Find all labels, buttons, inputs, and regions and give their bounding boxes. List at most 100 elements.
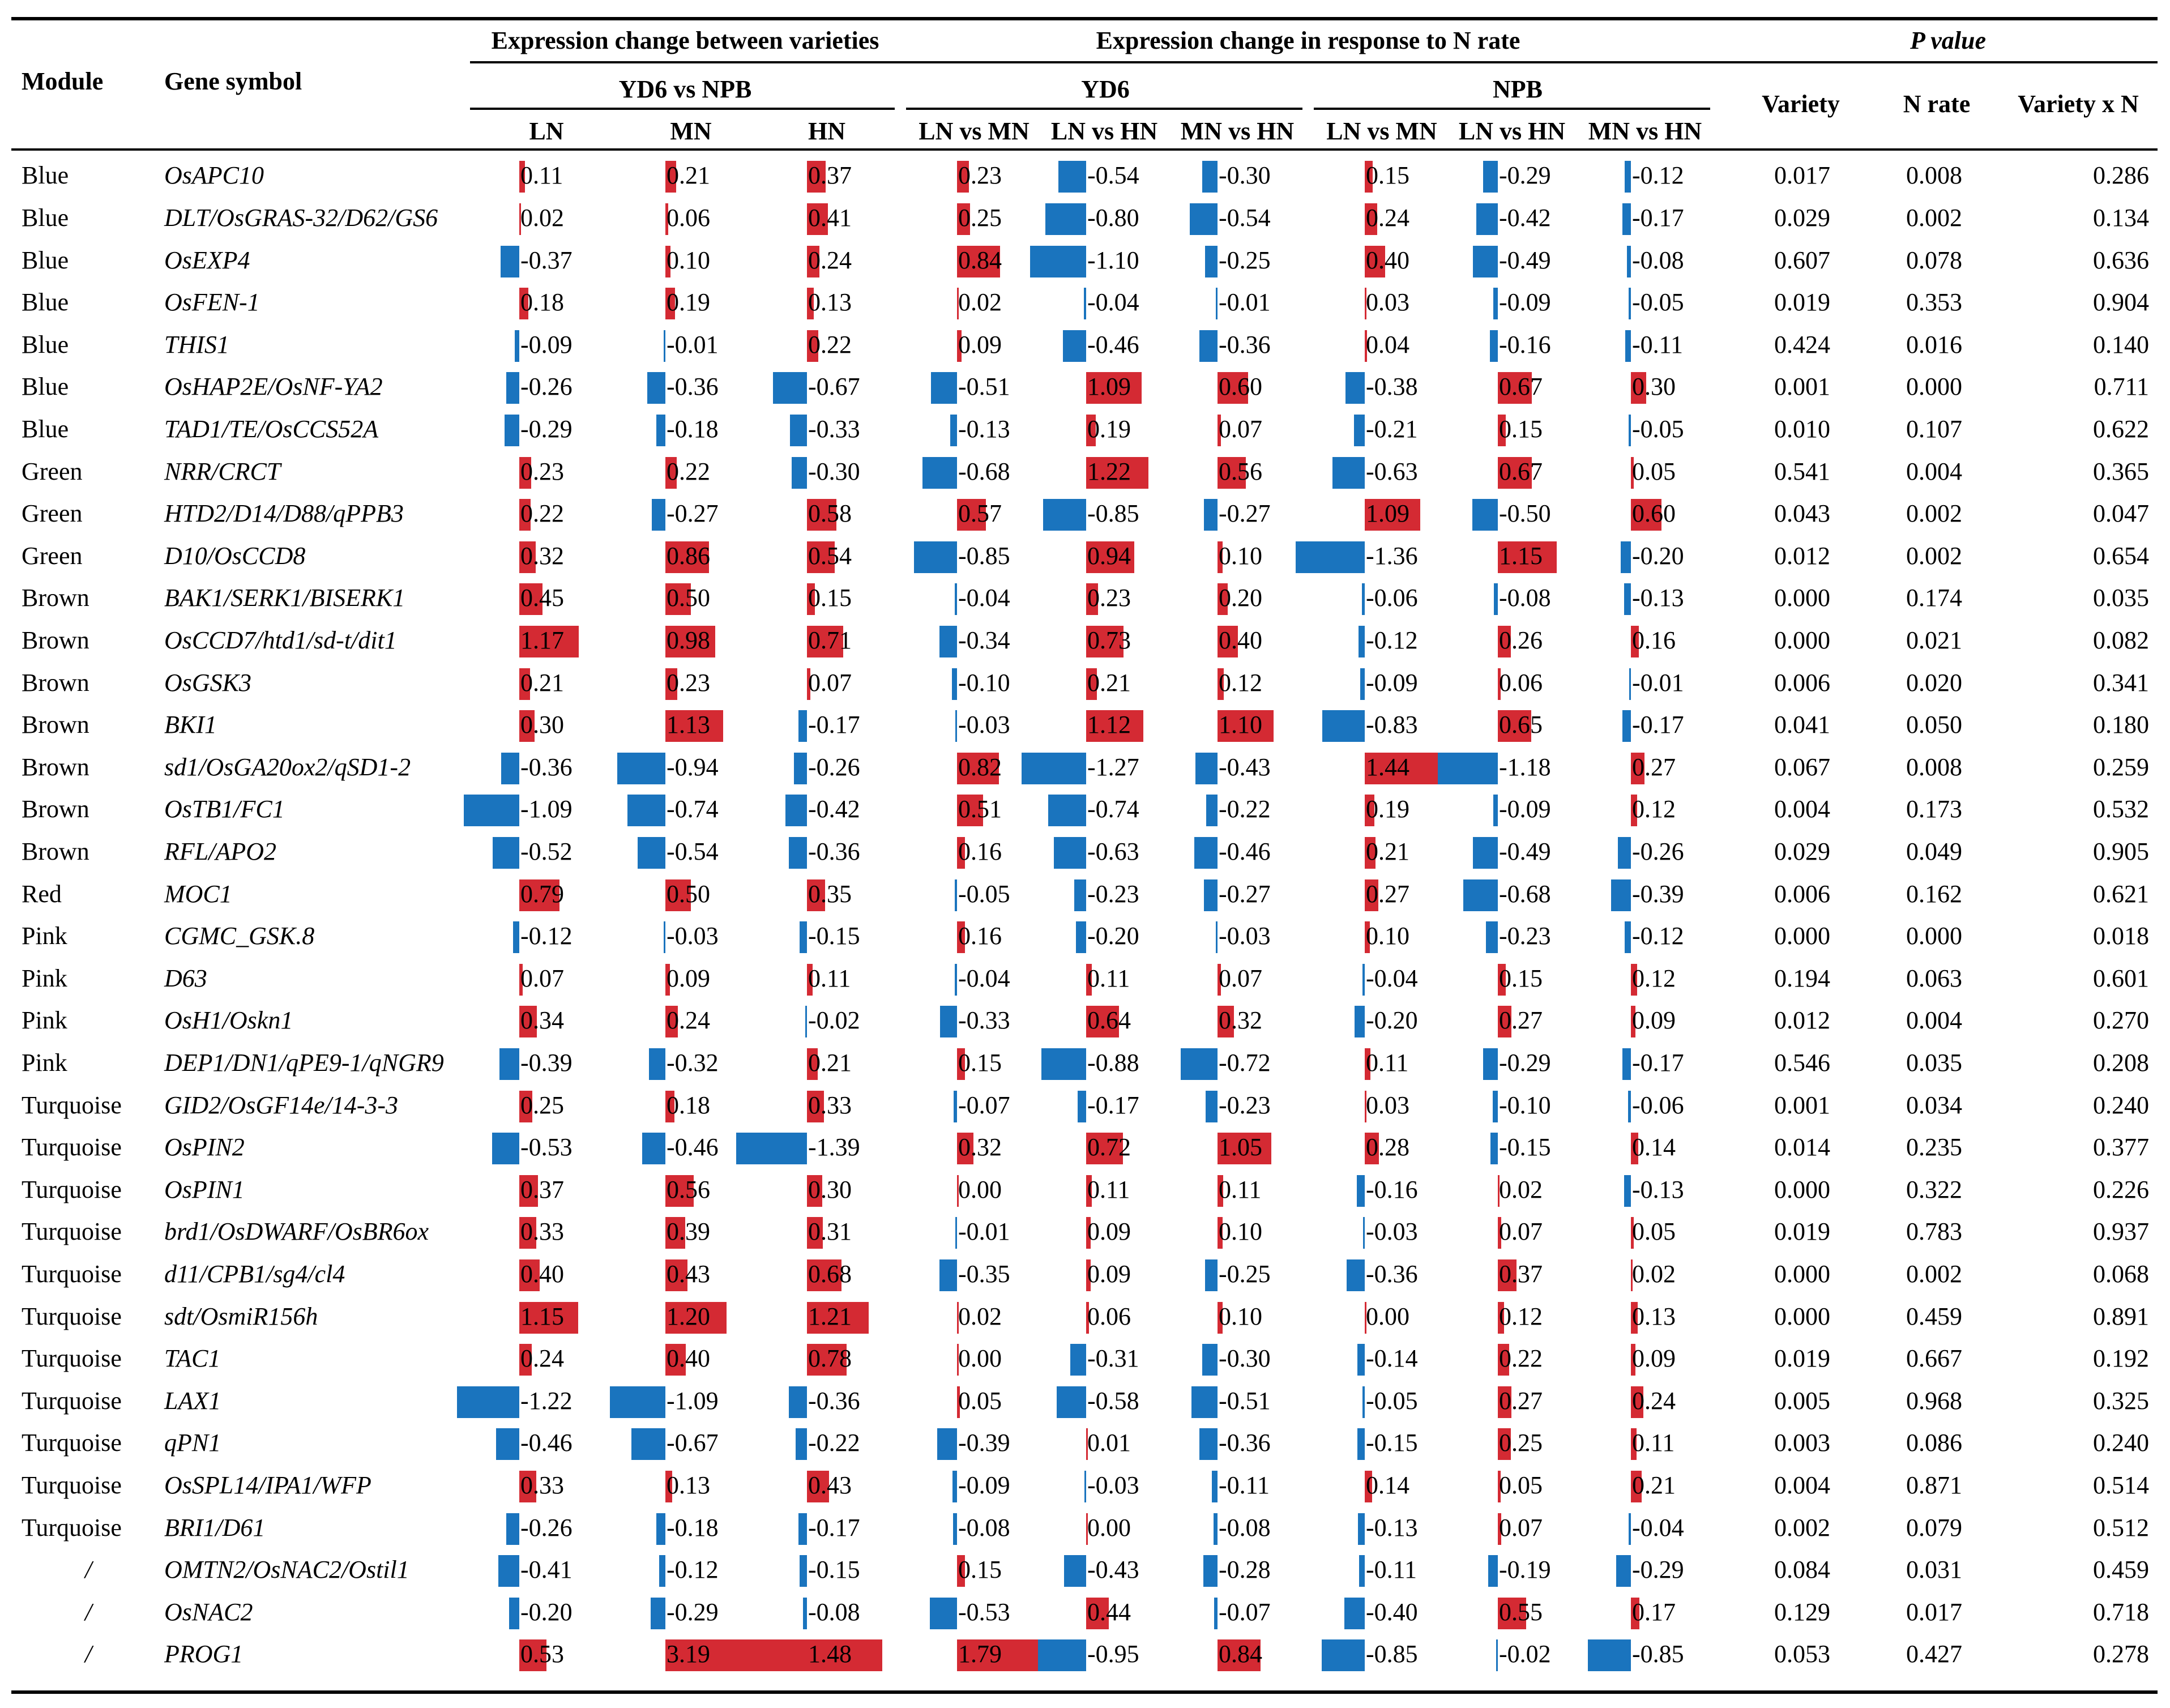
bar-yd6-mn-vs-hn xyxy=(1206,795,1218,827)
value-npb-mn-vs-hn: -0.05 xyxy=(1632,415,1684,443)
value-mn: 0.43 xyxy=(667,1259,710,1288)
p-value-variety-x-n: 0.341 xyxy=(2093,668,2149,697)
value-mn: 0.56 xyxy=(667,1175,710,1203)
bar-yd6-mn-vs-hn xyxy=(1218,1639,1261,1672)
value-ln: -1.22 xyxy=(520,1386,573,1415)
header-gene-symbol: Gene symbol xyxy=(164,67,302,95)
bar-ln xyxy=(457,1386,519,1418)
value-hn: 0.13 xyxy=(808,288,852,317)
gene-symbol-cell: OsPIN2 xyxy=(164,1133,245,1162)
p-value-nrate: 0.002 xyxy=(1906,1259,1962,1288)
value-yd6-mn-vs-hn: -0.36 xyxy=(1219,1429,1271,1457)
value-npb-ln-vs-mn: 1.44 xyxy=(1366,753,1409,781)
module-cell: Blue xyxy=(22,373,69,401)
value-yd6-ln-vs-mn: 0.02 xyxy=(958,1302,1002,1330)
header-module: Module xyxy=(22,67,104,95)
bar-mn xyxy=(656,1513,665,1545)
value-hn: -0.17 xyxy=(808,711,860,739)
value-npb-ln-vs-mn: 1.09 xyxy=(1366,499,1409,528)
value-yd6-mn-vs-hn: 0.84 xyxy=(1219,1640,1262,1668)
value-yd6-ln-vs-mn: -0.03 xyxy=(958,711,1010,739)
value-yd6-ln-vs-hn: -0.20 xyxy=(1087,922,1139,950)
value-npb-ln-vs-hn: 0.27 xyxy=(1499,1006,1543,1035)
value-npb-mn-vs-hn: -0.06 xyxy=(1632,1091,1684,1119)
bar-npb-ln-vs-hn xyxy=(1490,1133,1498,1165)
value-npb-ln-vs-hn: 0.55 xyxy=(1499,1598,1543,1626)
p-value-nrate: 0.020 xyxy=(1906,668,1962,697)
bar-yd6-ln-vs-mn xyxy=(957,921,966,954)
bar-mn xyxy=(665,879,691,911)
bar-yd6-ln-vs-mn xyxy=(931,372,957,404)
value-npb-ln-vs-mn: -0.11 xyxy=(1366,1556,1417,1584)
value-npb-mn-vs-hn: 0.30 xyxy=(1632,373,1676,401)
value-yd6-ln-vs-mn: 0.84 xyxy=(958,246,1002,274)
value-npb-ln-vs-mn: -0.13 xyxy=(1366,1513,1418,1542)
value-npb-ln-vs-mn: 0.10 xyxy=(1366,922,1409,950)
value-npb-mn-vs-hn: 0.12 xyxy=(1632,964,1676,992)
p-value-variety: 0.006 xyxy=(1774,668,1830,697)
header-p-nrate: N rate xyxy=(1903,90,1971,118)
bar-npb-ln-vs-mn xyxy=(1360,668,1365,700)
bar-ln xyxy=(519,1639,546,1672)
value-npb-ln-vs-mn: 0.28 xyxy=(1366,1133,1409,1162)
bar-hn xyxy=(807,879,825,911)
bar-npb-ln-vs-hn xyxy=(1498,1301,1504,1334)
value-yd6-mn-vs-hn: 0.40 xyxy=(1219,626,1262,654)
bar-yd6-ln-vs-hn xyxy=(1043,499,1086,531)
value-npb-ln-vs-hn: 0.15 xyxy=(1499,415,1543,443)
p-value-variety: 0.014 xyxy=(1774,1133,1830,1162)
bar-yd6-ln-vs-hn xyxy=(1086,1597,1109,1629)
value-yd6-mn-vs-hn: -0.03 xyxy=(1219,922,1271,950)
value-yd6-ln-vs-hn: -0.03 xyxy=(1087,1471,1139,1499)
value-npb-ln-vs-mn: -0.63 xyxy=(1366,457,1418,485)
group-rule xyxy=(470,61,2158,63)
module-cell: Turquoise xyxy=(22,1259,122,1288)
value-yd6-mn-vs-hn: 0.10 xyxy=(1219,541,1262,570)
value-yd6-ln-vs-hn: -0.17 xyxy=(1087,1091,1139,1119)
value-ln: 0.07 xyxy=(520,964,564,992)
p-value-variety-x-n: 0.240 xyxy=(2093,1429,2149,1457)
value-npb-mn-vs-hn: -0.85 xyxy=(1632,1640,1684,1668)
bar-hn xyxy=(736,1133,807,1165)
bar-npb-mn-vs-hn xyxy=(1631,372,1646,404)
module-cell: Blue xyxy=(22,246,69,274)
bar-npb-ln-vs-mn xyxy=(1321,1639,1365,1672)
bar-ln xyxy=(519,1006,537,1038)
bar-mn xyxy=(665,668,677,700)
module-cell: Red xyxy=(22,879,62,908)
p-value-variety-x-n: 0.140 xyxy=(2093,330,2149,358)
value-yd6-ln-vs-hn: 0.64 xyxy=(1087,1006,1131,1035)
bar-npb-ln-vs-hn xyxy=(1498,1428,1511,1461)
bar-ln xyxy=(501,752,519,784)
value-npb-ln-vs-mn: -0.05 xyxy=(1366,1386,1418,1415)
bar-hn xyxy=(807,1048,818,1080)
value-ln: 0.79 xyxy=(520,879,564,908)
value-mn: 0.06 xyxy=(667,203,710,232)
value-npb-mn-vs-hn: 0.24 xyxy=(1632,1386,1676,1415)
bar-mn xyxy=(665,1344,686,1376)
value-ln: 1.15 xyxy=(520,1302,564,1330)
bar-yd6-ln-vs-hn xyxy=(1086,456,1148,489)
bar-ln xyxy=(519,541,536,573)
value-yd6-mn-vs-hn: 0.32 xyxy=(1219,1006,1262,1035)
bar-yd6-ln-vs-mn xyxy=(953,1090,957,1122)
gene-symbol-cell: OsSPL14/IPA1/WFP xyxy=(164,1471,371,1499)
bar-mn xyxy=(631,1428,665,1461)
header-npb: NPB xyxy=(1493,75,1543,103)
value-ln: -0.41 xyxy=(520,1556,573,1584)
value-npb-mn-vs-hn: 0.09 xyxy=(1632,1344,1676,1373)
bar-mn xyxy=(665,245,670,277)
bar-yd6-ln-vs-mn xyxy=(957,795,983,827)
bar-npb-ln-vs-mn xyxy=(1357,1344,1365,1376)
module-cell: Turquoise xyxy=(22,1429,122,1457)
value-hn: 0.43 xyxy=(808,1471,852,1499)
gene-symbol-cell: D10/OsCCD8 xyxy=(164,541,306,570)
value-yd6-ln-vs-hn: -0.46 xyxy=(1087,330,1139,358)
value-npb-ln-vs-hn: -0.29 xyxy=(1499,161,1551,190)
value-mn: 0.10 xyxy=(667,246,710,274)
value-ln: 0.53 xyxy=(520,1640,564,1668)
gene-symbol-cell: NRR/CRCT xyxy=(164,457,281,485)
value-npb-ln-vs-hn: 0.67 xyxy=(1499,457,1543,485)
module-cell: Green xyxy=(22,499,83,528)
bar-ln xyxy=(506,1513,519,1545)
